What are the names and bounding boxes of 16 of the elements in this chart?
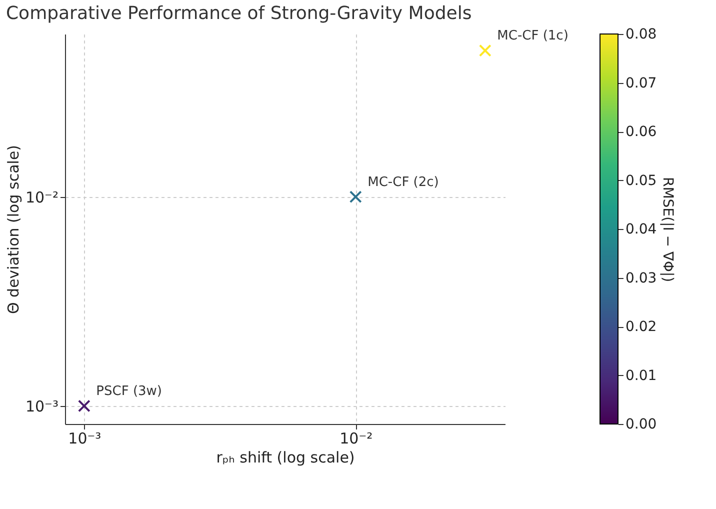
color-bar-label: 0.01 [626,368,657,384]
color-bar-label: 0.02 [626,319,657,335]
x-axis-title: rₚₕ shift (log scale) [216,448,355,466]
annotation: MC-CF (2c) [368,174,439,190]
color-bar-label: 0.06 [626,124,657,140]
annotation: PSCF (3w) [96,384,162,399]
color-bar-label: 0.07 [626,75,657,92]
color-bar-label: 0.00 [626,416,657,432]
color-bar-label: 0.08 [626,26,657,42]
y-axis-title: Θ deviation (log scale) [4,144,22,314]
color-bar-label: 0.04 [626,222,657,238]
color-bar-label: 0.05 [626,172,657,189]
annotation: MC-CF (1c) [497,28,568,44]
chart-title: Comparative Performance of Strong-Gravity Models [6,3,472,24]
color-bar-label: 0.03 [626,270,657,286]
color-bar-title: RMSE(|I − ∇Φ|) [660,176,676,282]
